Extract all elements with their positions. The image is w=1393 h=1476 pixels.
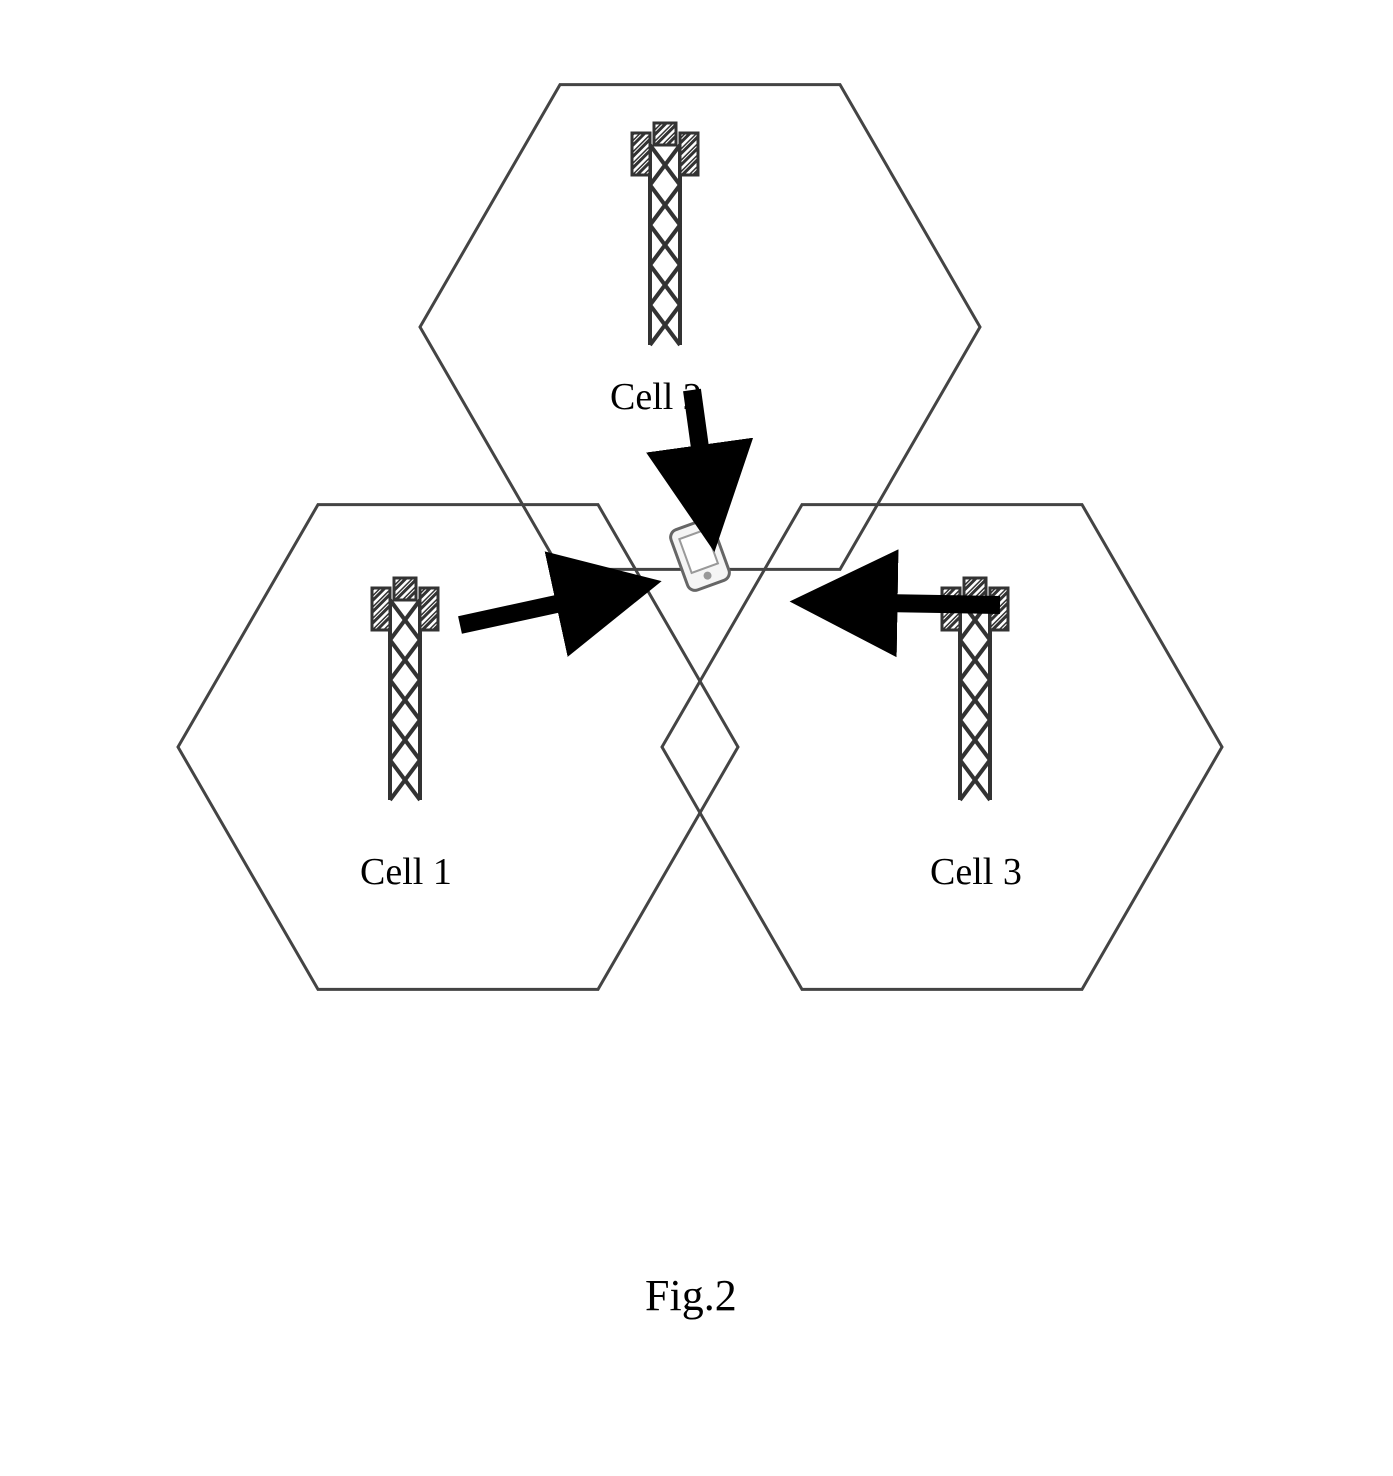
figure-caption: Fig.2 — [645, 1270, 737, 1321]
tower-cell1 — [372, 578, 438, 800]
arrow-cell3 — [822, 602, 1000, 605]
label-cell3: Cell 3 — [930, 850, 1022, 894]
hex-left — [178, 505, 738, 990]
hex-right — [662, 505, 1222, 990]
diagram-canvas — [0, 0, 1393, 1476]
mobile-device-icon — [668, 517, 731, 592]
label-cell2: Cell 2 — [610, 375, 702, 419]
label-cell1: Cell 1 — [360, 850, 452, 894]
arrow-cell1 — [460, 588, 630, 625]
tower-cell2 — [632, 123, 698, 345]
